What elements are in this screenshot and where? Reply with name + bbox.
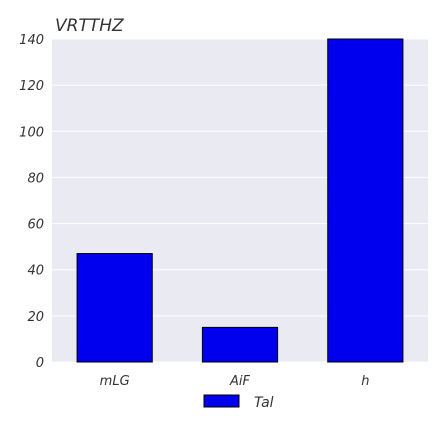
y-tick-label: 100 xyxy=(19,125,44,140)
bar-aif xyxy=(201,326,279,363)
legend: Tal xyxy=(203,394,274,411)
x-tick-label: mLG xyxy=(100,374,130,389)
y-tick-label: 140 xyxy=(19,33,44,48)
y-tick-label: 0 xyxy=(36,356,44,371)
legend-label-tal: Tal xyxy=(254,395,274,411)
chart-title: VRTTHZ xyxy=(55,16,124,36)
x-axis-ticks: mLG AiF h xyxy=(100,374,370,389)
y-tick-label: 20 xyxy=(27,310,44,325)
x-tick-label: h xyxy=(361,374,369,389)
y-tick-label: 80 xyxy=(27,171,44,186)
bar-mlg xyxy=(76,253,153,363)
y-tick-label: 60 xyxy=(27,218,44,233)
y-tick-label: 120 xyxy=(19,79,44,94)
y-axis-ticks: 0 20 40 60 80 100 120 140 xyxy=(19,33,44,371)
legend-swatch-tal xyxy=(203,394,240,408)
bar-h xyxy=(327,38,404,363)
bars xyxy=(76,38,404,363)
y-tick-label: 40 xyxy=(27,264,44,279)
x-tick-label: AiF xyxy=(229,374,251,389)
